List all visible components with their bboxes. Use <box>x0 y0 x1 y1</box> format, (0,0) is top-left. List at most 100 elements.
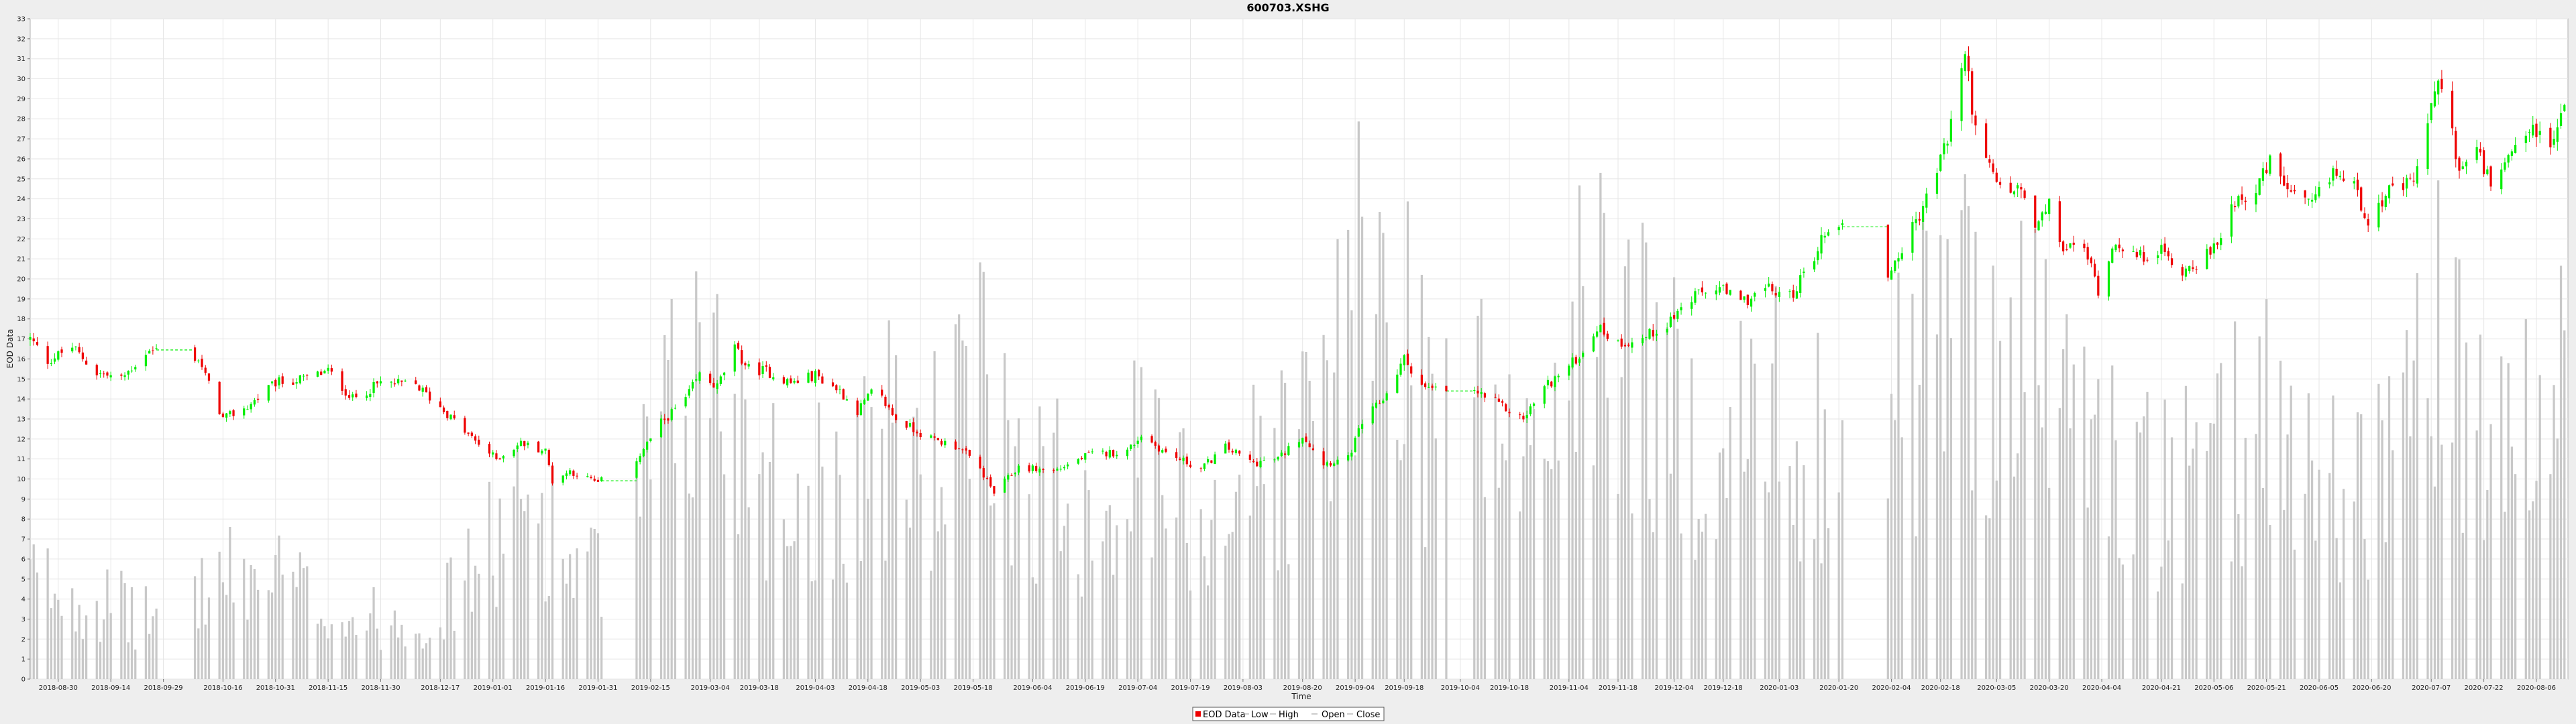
candle-body <box>1974 115 1977 126</box>
volume-bar <box>2387 376 2391 679</box>
candle-body <box>2318 187 2320 197</box>
x-tick-label: 2019-01-16 <box>526 684 565 692</box>
volume-bar <box>1925 231 1928 679</box>
volume-bar <box>1617 493 1619 679</box>
volume-bar <box>719 431 722 679</box>
candle-body <box>341 371 343 391</box>
candle-body <box>944 440 947 446</box>
volume-bar <box>355 634 358 679</box>
volume-bar <box>1998 341 2002 679</box>
volume-bar <box>2160 566 2163 679</box>
y-tick-label: 9 <box>21 496 25 503</box>
candle-body <box>1224 443 1227 454</box>
volume-bar <box>2237 514 2240 679</box>
candle-body <box>2143 252 2145 262</box>
volume-bar <box>1420 274 1423 680</box>
volume-bar <box>1326 360 1328 679</box>
candle-body <box>807 372 810 383</box>
candle-body <box>916 431 918 434</box>
volume-bar <box>1256 486 1258 679</box>
candle-body <box>1038 469 1041 473</box>
candle-body <box>1704 292 1707 294</box>
volume-bar <box>400 624 403 679</box>
volume-bar <box>2549 474 2552 679</box>
candle-body <box>586 476 589 477</box>
y-tick-label: 25 <box>17 176 25 183</box>
candle-body <box>29 337 32 340</box>
volume-bar <box>958 314 961 679</box>
volume-bar <box>415 634 417 679</box>
volume-bar <box>1792 525 1794 679</box>
chart-title: 600703.XSHG <box>1246 1 1329 14</box>
candle-body <box>488 444 491 454</box>
volume-bar <box>2556 438 2559 679</box>
volume-bar <box>1655 302 1658 679</box>
candle-body <box>1231 450 1234 452</box>
candle-body <box>1252 461 1255 463</box>
volume-bar <box>1010 565 1013 679</box>
volume-bar <box>204 624 207 679</box>
volume-bar <box>85 615 88 679</box>
volume-bar <box>698 322 701 679</box>
volume-bar <box>344 636 347 679</box>
candle-body <box>1133 445 1136 446</box>
candle-body <box>1350 452 1353 457</box>
candle-body <box>144 355 148 367</box>
volume-bar <box>281 575 284 679</box>
volume-bar <box>1087 490 1090 679</box>
x-tick-label: 2020-05-06 <box>2194 684 2233 692</box>
candle-body <box>569 470 572 475</box>
volume-bar <box>421 648 424 679</box>
volume-bar <box>2269 525 2271 679</box>
volume-bar <box>379 650 382 679</box>
volume-bar <box>1483 497 1487 679</box>
candle-body <box>2212 243 2215 253</box>
candle-body <box>2455 131 2457 160</box>
candle-body <box>327 367 329 371</box>
candle-body <box>2528 132 2531 133</box>
volume-bar <box>1228 534 1230 679</box>
volume-bar <box>2402 372 2405 679</box>
candle-body <box>1308 443 1311 448</box>
candle-body <box>134 367 137 370</box>
y-tick-label: 22 <box>17 236 25 243</box>
candle-body <box>2048 198 2051 215</box>
candle-body <box>1599 324 1602 333</box>
volume-bar <box>2009 297 2012 679</box>
volume-bar <box>2500 356 2503 679</box>
candle-body <box>2437 80 2440 95</box>
volume-bar <box>2381 420 2383 679</box>
candle-body <box>1998 182 2002 185</box>
volume-bar <box>2335 538 2338 679</box>
y-tick-label: 21 <box>17 256 25 263</box>
volume-bar <box>2409 436 2412 679</box>
candle-body <box>1161 450 1164 453</box>
volume-bar <box>639 516 641 679</box>
volume-bar <box>2097 379 2100 679</box>
x-tick-label: 2019-07-04 <box>1118 684 1157 692</box>
candle-body <box>365 395 368 398</box>
volume-bar <box>1813 539 1816 679</box>
volume-bar <box>2455 257 2457 679</box>
volume-bar <box>1207 585 1210 679</box>
candle-body <box>1568 365 1570 376</box>
volume-bar <box>674 463 677 679</box>
x-tick-label: 2020-04-04 <box>2082 684 2121 692</box>
candle-body <box>2514 145 2517 153</box>
candle-body <box>2160 245 2163 254</box>
volume-bar <box>1971 490 1974 679</box>
candle-body <box>270 381 274 383</box>
volume-bar <box>1077 574 1079 679</box>
volume-bar <box>2220 363 2222 679</box>
volume-bar <box>1725 497 1728 679</box>
volume-bar <box>859 560 862 679</box>
volume-bar <box>936 531 939 679</box>
volume-bar <box>2143 416 2145 679</box>
candle-body <box>2023 190 2026 198</box>
volume-bar <box>1305 351 1307 679</box>
candle-body <box>1817 251 1819 261</box>
candle-body <box>418 385 421 391</box>
volume-bar <box>1301 351 1304 679</box>
candle-body <box>1771 284 1774 292</box>
volume-bar <box>2392 450 2394 679</box>
